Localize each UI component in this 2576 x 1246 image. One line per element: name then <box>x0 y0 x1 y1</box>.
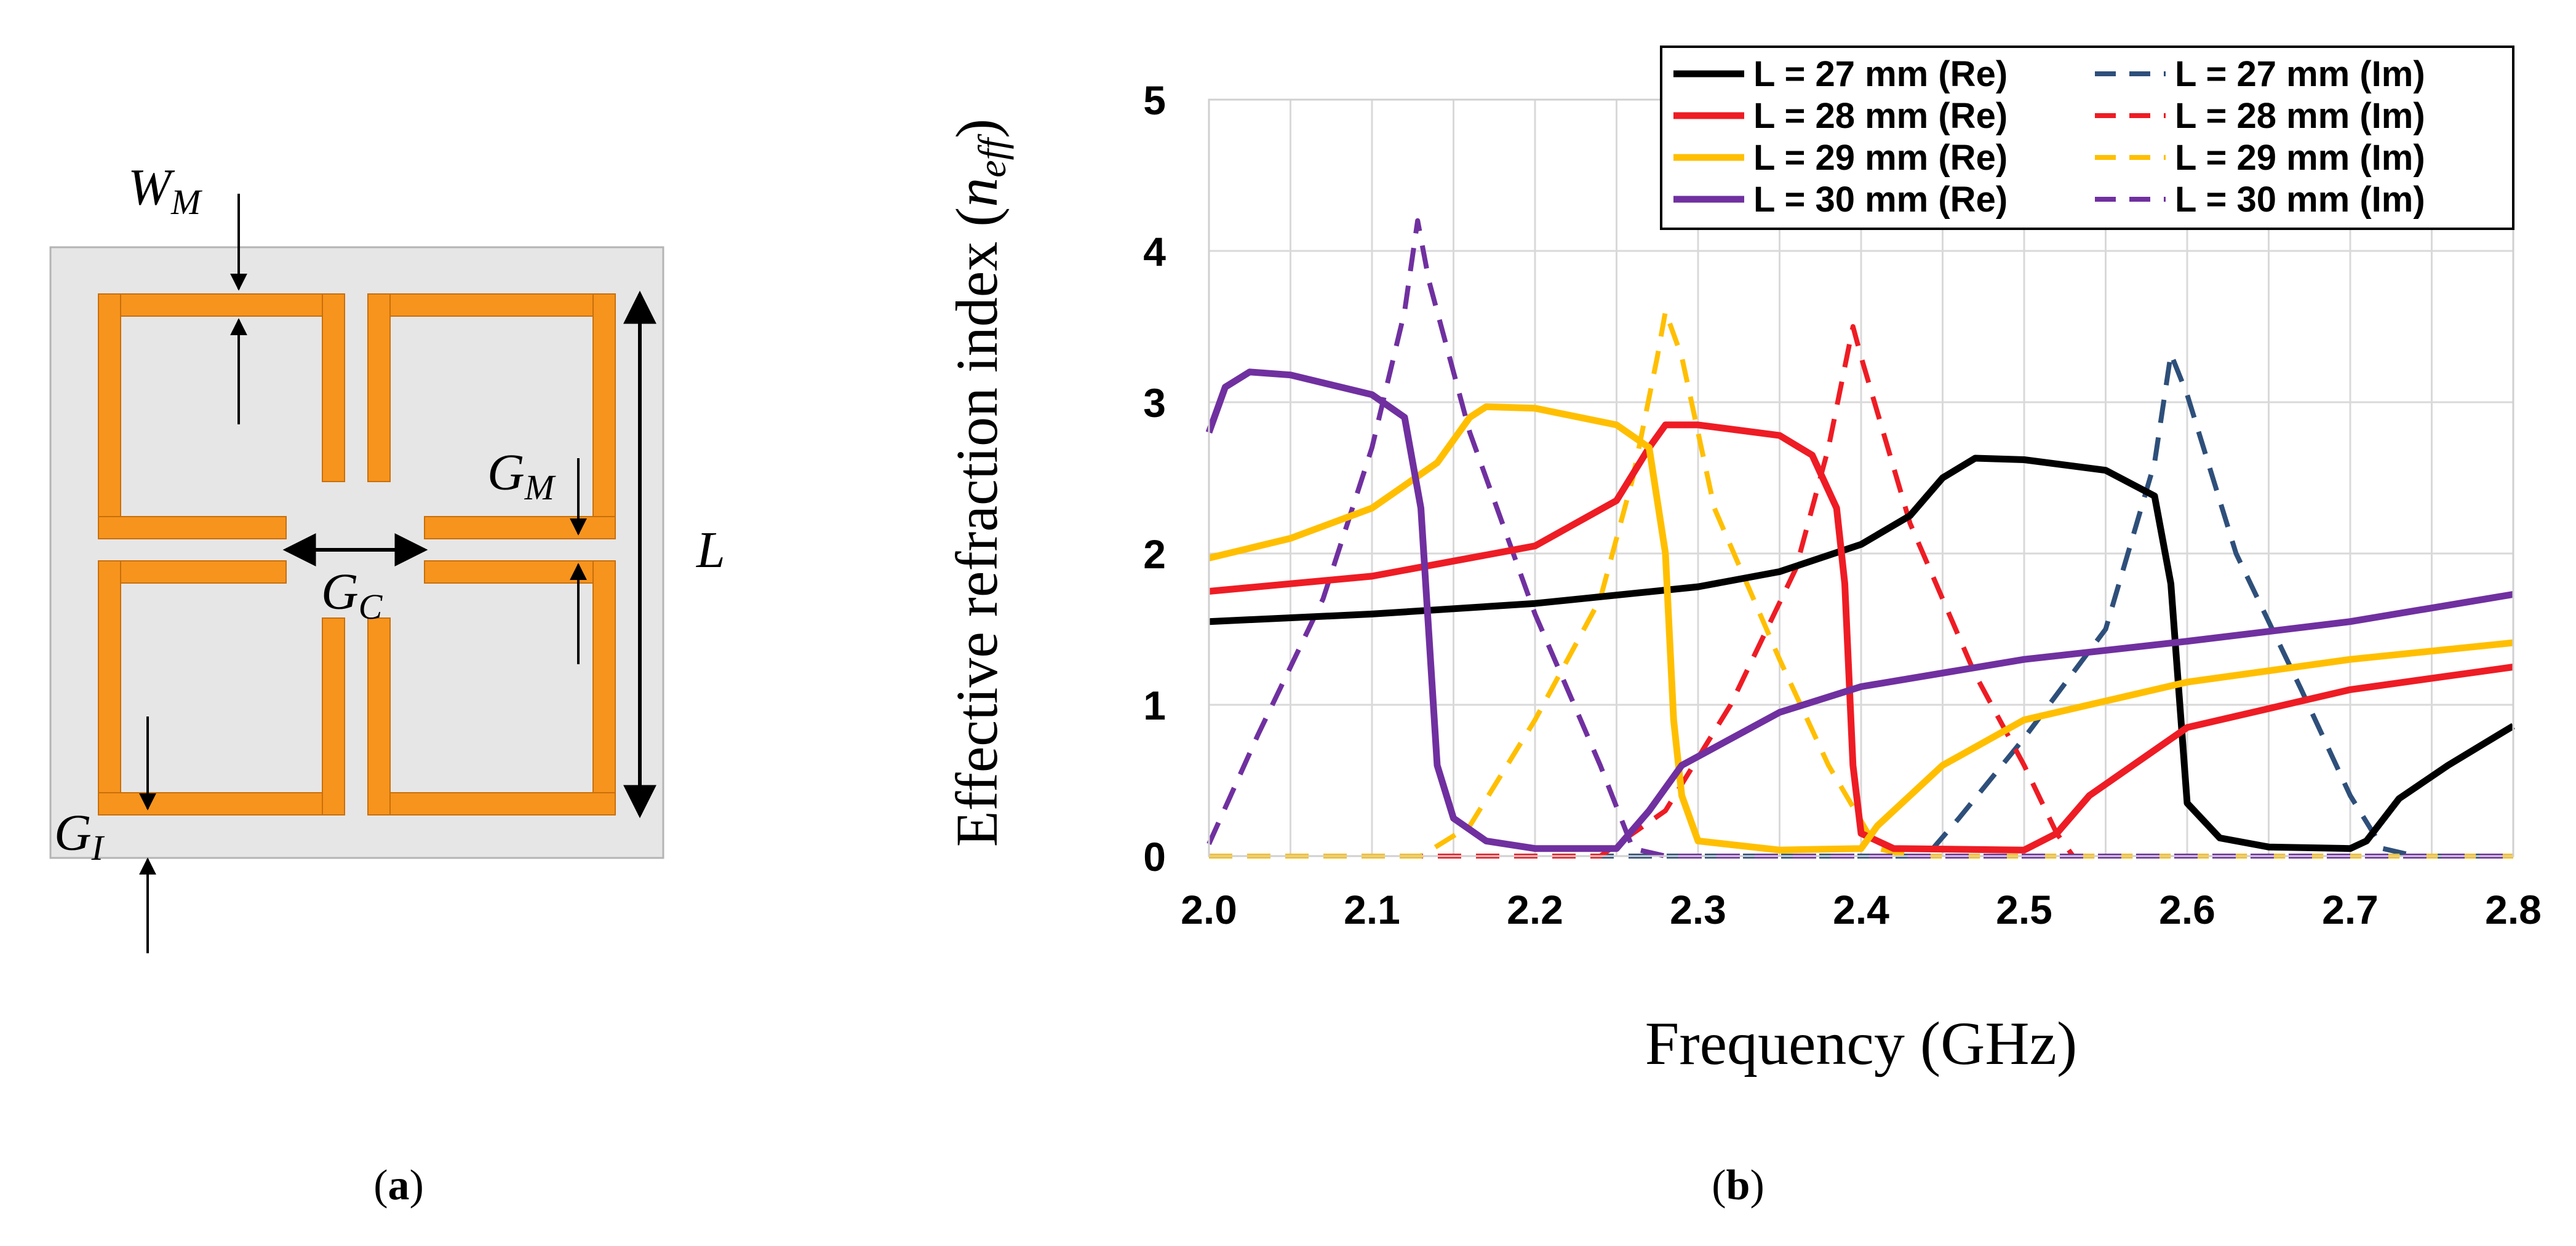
x-tick-label: 2.2 <box>1507 887 1563 932</box>
metal-strip <box>367 293 391 482</box>
legend-label: L = 30 mm (Im) <box>2175 180 2425 220</box>
caption-a: (a) <box>373 1162 424 1209</box>
legend-label: L = 27 mm (Im) <box>2175 54 2425 94</box>
series-layer <box>1205 218 2515 859</box>
w-m-label: WM <box>128 159 202 222</box>
substrate <box>49 246 664 859</box>
legend-label: L = 29 mm (Re) <box>1753 138 2008 178</box>
y-tick-label: 5 <box>1143 77 1166 123</box>
metal-strip <box>98 293 345 317</box>
y-axis-label: Effective refraction index (neff) <box>944 119 1014 847</box>
x-tick-label: 2.8 <box>2485 887 2542 932</box>
refraction-index-chart: 2.0 2.1 2.2 2.3 2.4 2.5 2.6 2.7 2.8 0 1 2 3 4 5 Frequ… <box>944 46 2542 1209</box>
metal-strip <box>98 792 345 815</box>
metal-strip <box>98 560 121 815</box>
metal-strip <box>592 560 616 815</box>
legend-label: L = 28 mm (Re) <box>1753 96 2008 136</box>
y-tick-label: 2 <box>1143 531 1166 577</box>
series-line-l-27-mm-im <box>1209 351 2513 859</box>
metal-strip <box>322 293 345 482</box>
split-ring-resonators <box>98 293 616 815</box>
metal-strip <box>322 617 345 815</box>
x-tick-label: 2.5 <box>1996 887 2052 932</box>
metal-strip <box>367 617 391 815</box>
g-m-label: GM <box>487 444 556 507</box>
metal-strip <box>98 293 121 539</box>
series-line-l-27-mm-re <box>1208 454 2515 852</box>
series-line-l-29-mm-re <box>1208 403 2514 854</box>
series-line-l-28-mm-im <box>1209 324 2513 859</box>
metal-strip <box>424 560 616 584</box>
caption-b: (b) <box>1712 1162 1765 1209</box>
g-c-label: GC <box>321 563 383 627</box>
series-line-l-30-mm-im <box>1206 218 2513 859</box>
metal-strip <box>98 560 287 584</box>
metal-strip <box>367 293 616 317</box>
legend-label: L = 27 mm (Re) <box>1753 54 2008 94</box>
x-tick-label: 2.6 <box>2159 887 2215 932</box>
l-label: L <box>696 522 725 579</box>
unit-cell-diagram: WM GM GC GI L (a) <box>49 159 725 1209</box>
x-tick-labels: 2.0 2.1 2.2 2.3 2.4 2.5 2.6 2.7 2.8 <box>1181 887 2542 932</box>
y-tick-label: 3 <box>1143 380 1166 426</box>
legend-label: L = 28 mm (Im) <box>2175 96 2425 136</box>
g-i-label: GI <box>54 804 105 868</box>
x-tick-label: 2.7 <box>2322 887 2379 932</box>
y-tick-labels: 0 1 2 3 4 5 <box>1143 77 1166 879</box>
legend-box <box>1660 46 2514 230</box>
series-line-l-30-mm-re <box>1205 368 2514 852</box>
y-tick-label: 4 <box>1143 229 1166 274</box>
y-tick-label: 1 <box>1143 683 1166 728</box>
metal-strip <box>424 516 616 539</box>
metal-strip <box>592 293 616 539</box>
legend-label: L = 30 mm (Re) <box>1753 180 2008 220</box>
x-tick-label: 2.0 <box>1181 887 1237 932</box>
x-tick-label: 2.4 <box>1833 887 1889 932</box>
x-tick-label: 2.1 <box>1344 887 1400 932</box>
metal-strip <box>98 516 287 539</box>
metal-strip <box>367 792 616 815</box>
legend-label: L = 29 mm (Im) <box>2175 138 2425 178</box>
series-line-l-28-mm-re <box>1208 421 2514 854</box>
x-tick-label: 2.3 <box>1670 887 1726 932</box>
x-axis-label: Frequency (GHz) <box>1645 1009 2078 1077</box>
legend: L = 27 mm (Re) L = 27 mm (Im) L = 28 mm (R… <box>1660 46 2514 230</box>
y-tick-label: 0 <box>1143 834 1166 879</box>
